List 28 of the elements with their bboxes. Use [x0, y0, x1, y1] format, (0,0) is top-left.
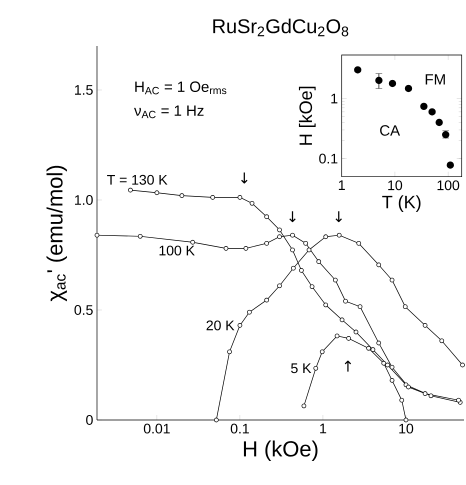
x-tick-label: 100: [438, 180, 460, 190]
annotation: H$_{AC}$ = 1 Oe$_{rms}$: [135, 81, 226, 94]
y-tick-label: 1.5: [75, 85, 93, 95]
annotation: ↑: [344, 360, 352, 372]
annotation: CA: [380, 125, 400, 136]
x-tick-label: 1: [338, 180, 345, 190]
y-axis-title: H [kOe]: [298, 86, 316, 145]
y-tick-label: 0.5: [74, 305, 93, 315]
series-label: 20 K: [206, 320, 234, 330]
annotation: ↓: [336, 211, 342, 222]
x-tick-label: 10: [399, 424, 414, 434]
chart-title: RuSr$_{2}$GdCu$_{2}$O$_{8}$: [213, 18, 348, 36]
y-tick-label: 1.0: [75, 195, 93, 205]
x-tick-label: 0.1: [230, 424, 249, 434]
annotation: ↓: [241, 172, 248, 184]
series-label: 100 K: [160, 246, 195, 256]
x-tick-label: 0.01: [144, 424, 170, 434]
y-tick-label: 0: [86, 415, 93, 425]
annotation: ν$_{AC}$ = 1 Hz: [134, 105, 204, 118]
y-axis-title: χ$_{ac}$' (emu/mol): [46, 166, 67, 302]
x-tick-label: 1: [320, 424, 326, 434]
x-tick-label: 10: [388, 180, 402, 190]
series-label: 5 K: [291, 363, 312, 374]
series-label: T = 130 K: [107, 174, 168, 185]
x-axis-title: T (K): [382, 195, 420, 212]
annotation: ↓: [289, 211, 296, 222]
x-axis-title: H (kOe): [244, 440, 318, 461]
annotation: FM: [426, 74, 445, 84]
